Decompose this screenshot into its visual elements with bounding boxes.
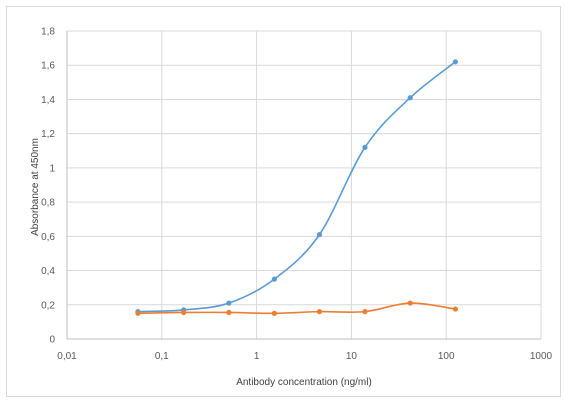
y-tick-label: 1,4 <box>41 95 55 106</box>
series-1-point <box>452 59 458 65</box>
series-2-point <box>226 309 232 316</box>
series-1-line <box>137 61 456 313</box>
y-tick-label: 1,8 <box>41 27 55 38</box>
gridlines <box>67 30 542 339</box>
series-1-point <box>271 276 277 282</box>
series-2-point <box>316 309 323 315</box>
y-tick-label: 1,2 <box>41 129 55 140</box>
x-tick-label: 0,01 <box>57 351 77 362</box>
y-tick-label: 0,4 <box>41 266 55 277</box>
series-1-point <box>316 232 323 238</box>
x-axis-title: Antibody concentration (ng/ml) <box>236 377 372 388</box>
y-axis-title: Absorbance at 450nm <box>30 138 41 236</box>
x-tick-label: 1 <box>254 351 260 362</box>
y-tick-label: 0 <box>49 335 55 346</box>
data-points <box>135 59 458 316</box>
series-1-point <box>407 95 413 101</box>
x-tick-label: 1000 <box>530 351 553 362</box>
series-2-point <box>135 310 141 316</box>
series-2-point <box>181 309 187 316</box>
y-axis-tick-labels: 0 0,2 0,4 0,6 0,8 1 1,2 1,4 1,6 1,8 <box>41 27 55 346</box>
y-tick-label: 0,2 <box>41 300 55 311</box>
x-axis-tick-labels: 0,01 0,1 1 10 100 1000 <box>57 351 552 362</box>
series-2-point <box>407 300 413 306</box>
series-lines <box>137 61 456 315</box>
series-2-point <box>362 309 368 315</box>
series-1-point <box>226 300 232 306</box>
y-tick-label: 1,6 <box>41 61 55 72</box>
x-tick-label: 10 <box>346 351 358 362</box>
y-tick-label: 1 <box>49 163 55 174</box>
x-tick-label: 100 <box>438 351 455 362</box>
series-2-point <box>452 306 458 312</box>
x-tick-label: 0,1 <box>155 351 169 362</box>
series-1-point <box>362 144 368 150</box>
y-tick-label: 0,6 <box>41 232 55 243</box>
y-tick-label: 0,8 <box>41 198 55 209</box>
series-2-line <box>137 302 456 315</box>
chart-frame <box>6 6 561 397</box>
axes <box>66 31 541 340</box>
series-2-point <box>271 310 277 316</box>
